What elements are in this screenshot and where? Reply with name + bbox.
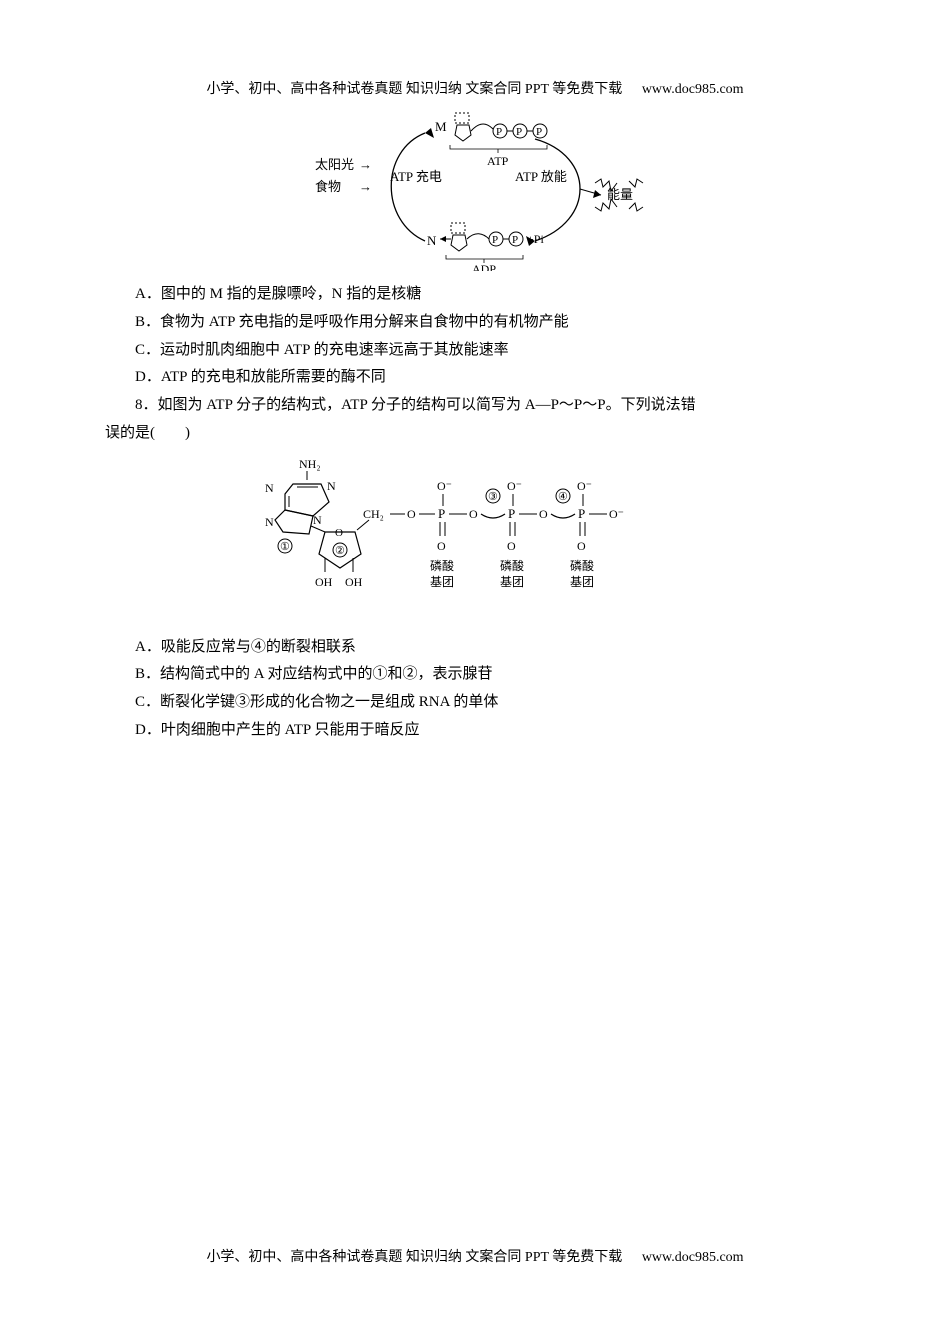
q7-option-c: C．运动时肌肉细胞中 ATP 的充电速率远高于其放能速率 — [105, 337, 845, 365]
oneg4: O⁻ — [609, 507, 624, 521]
o-link2: O — [469, 507, 478, 521]
arrow-top — [425, 128, 434, 138]
oh1: OH — [315, 575, 333, 589]
energy-label: 能量 — [607, 187, 633, 202]
circ1: ① — [280, 541, 290, 553]
atp-cycle-diagram: 太阳光 食物 → → ATP 充电 ATP 放能 M P — [295, 111, 655, 271]
o-dbl1: O — [437, 539, 446, 553]
ribose-top — [455, 125, 471, 141]
ribose-o: O — [335, 527, 343, 539]
oneg1: O⁻ — [437, 479, 452, 493]
footer-url: www.doc985.com — [642, 1250, 744, 1265]
q7-option-a: A．图中的 M 指的是腺嘌呤，N 指的是核糖 — [105, 281, 845, 309]
n-right: N — [327, 479, 336, 493]
n-left: N — [265, 515, 274, 529]
atp-structure-diagram: NH₂ N N N N ① O ② OH OH — [235, 454, 715, 624]
header-text: 小学、初中、高中各种试卷真题 知识归纳 文案合同 PPT 等免费下载 — [206, 82, 622, 97]
o-link3: O — [539, 507, 548, 521]
ch2-label: CH₂ — [363, 507, 384, 521]
release-label: ATP 放能 — [515, 169, 567, 184]
base-bot — [451, 223, 465, 233]
page-header: 小学、初中、高中各种试卷真题 知识归纳 文案合同 PPT 等免费下载 www.d… — [0, 78, 950, 98]
page-footer: 小学、初中、高中各种试卷真题 知识归纳 文案合同 PPT 等免费下载 www.d… — [0, 1246, 950, 1266]
page-content: 太阳光 食物 → → ATP 充电 ATP 放能 M P — [105, 105, 845, 745]
adp-label: ADP — [472, 262, 496, 271]
q8-option-c: C．断裂化学键③形成的化合物之一是组成 RNA 的单体 — [105, 689, 845, 717]
n-top: N — [265, 481, 274, 495]
atp-structure-diagram-wrap: NH₂ N N N N ① O ② OH OH — [105, 454, 845, 624]
q8-stem-line1: 8．如图为 ATP 分子的结构式，ATP 分子的结构可以简写为 A—P～P～P。… — [105, 392, 845, 420]
atp-label: ATP — [487, 154, 509, 168]
circ2: ② — [335, 545, 345, 557]
p2-bot-text: P — [512, 234, 518, 246]
phos3a: 磷酸 — [570, 558, 594, 573]
circ4: ④ — [558, 491, 568, 503]
phos2b: 基团 — [500, 575, 524, 589]
o-bridge1: O — [407, 507, 416, 521]
q7-options: A．图中的 M 指的是腺嘌呤，N 指的是核糖 B．食物为 ATP 充电指的是呼吸… — [105, 281, 845, 392]
charge-label: ATP 充电 — [390, 169, 442, 184]
q8-option-d: D．叶肉细胞中产生的 ATP 只能用于暗反应 — [105, 717, 845, 745]
header-url: www.doc985.com — [642, 82, 744, 97]
nh2-label: NH₂ — [299, 457, 321, 471]
q8-option-b: B．结构简式中的 A 对应结构式中的①和②，表示腺苷 — [105, 661, 845, 689]
q8-stem-line2: 误的是( ) — [105, 420, 845, 448]
q7-option-d: D．ATP 的充电和放能所需要的酶不同 — [105, 364, 845, 392]
atp-brace — [450, 145, 547, 149]
m-label: M — [435, 119, 447, 134]
food-label: 食物 — [315, 179, 341, 194]
p2-top-text: P — [516, 126, 522, 138]
ribose-bot — [451, 235, 467, 251]
link-top — [471, 124, 493, 131]
q7-option-b: B．食物为 ATP 充电指的是呼吸作用分解来自食物中的有机物产能 — [105, 309, 845, 337]
atp-cycle-diagram-wrap: 太阳光 食物 → → ATP 充电 ATP 放能 M P — [105, 111, 845, 271]
sun-label: 太阳光 — [315, 157, 354, 172]
p-1: P — [438, 506, 445, 521]
q8-option-a: A．吸能反应常与④的断裂相联系 — [105, 634, 845, 662]
phos2a: 磷酸 — [500, 558, 524, 573]
p-3: P — [578, 506, 585, 521]
o-dbl3: O — [577, 539, 586, 553]
left-arc — [391, 133, 425, 241]
pi-label: +Pi — [527, 232, 544, 246]
oh2: OH — [345, 575, 363, 589]
p-2: P — [508, 506, 515, 521]
footer-text: 小学、初中、高中各种试卷真题 知识归纳 文案合同 PPT 等免费下载 — [206, 1250, 622, 1265]
n-label: N — [427, 233, 437, 248]
p1-top-text: P — [496, 126, 502, 138]
phos1b: 基团 — [430, 575, 454, 589]
phos3b: 基团 — [570, 575, 594, 589]
arrow1: → — [359, 157, 372, 172]
circ3: ③ — [488, 491, 498, 503]
n-mid: N — [313, 513, 322, 527]
oneg3: O⁻ — [577, 479, 592, 493]
adp-brace — [446, 255, 523, 259]
base-top — [455, 113, 469, 123]
p3-top-text: P — [536, 126, 542, 138]
p1-bot-text: P — [492, 234, 498, 246]
arrow2: → — [359, 179, 372, 194]
link-bot — [467, 234, 489, 239]
phos1a: 磷酸 — [430, 558, 454, 573]
q8-options: A．吸能反应常与④的断裂相联系 B．结构简式中的 A 对应结构式中的①和②，表示… — [105, 634, 845, 745]
oneg2: O⁻ — [507, 479, 522, 493]
o-dbl2: O — [507, 539, 516, 553]
right-arc — [535, 139, 580, 241]
adenine-pent — [275, 510, 313, 534]
